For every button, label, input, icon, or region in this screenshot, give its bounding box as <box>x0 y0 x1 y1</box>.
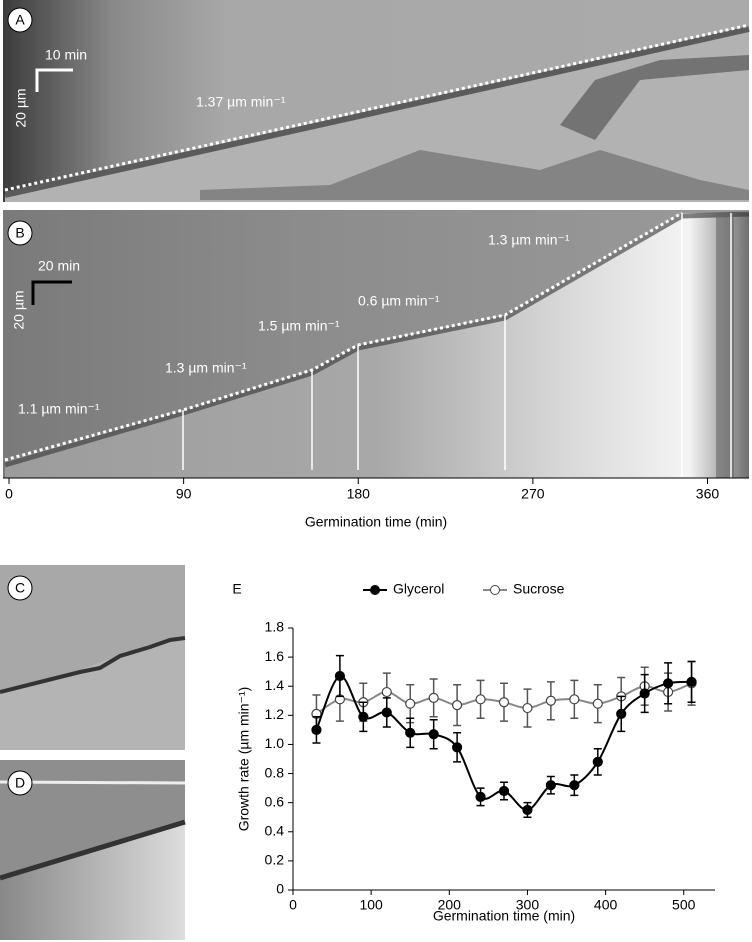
legend-marker <box>370 585 380 595</box>
scale-bar <box>31 280 72 305</box>
y-tick-label: 0.8 <box>265 764 285 780</box>
kymograph-feature <box>200 150 749 200</box>
x-tick-label: 500 <box>672 897 696 913</box>
data-point <box>358 711 369 722</box>
y-axis-label: Growth rate (µm min⁻¹) <box>236 687 252 832</box>
y-tick-label: 0.4 <box>265 822 285 838</box>
data-point <box>522 804 533 816</box>
data-point <box>592 698 603 709</box>
data-point <box>498 785 510 797</box>
cell-edge <box>0 819 186 881</box>
data-point <box>663 678 674 689</box>
rate-annotation: 1.3 µm min⁻¹ <box>488 232 570 248</box>
rate-annotation: 1.37 µm min⁻¹ <box>196 94 286 110</box>
rate-annotation: 0.6 µm min⁻¹ <box>358 293 440 309</box>
kymograph-region <box>0 820 185 940</box>
cell-edge <box>4 26 750 198</box>
y-tick-label: 1.8 <box>265 619 285 635</box>
panel-c: C <box>0 565 186 750</box>
x-axis-label: Germination time (min) <box>433 908 575 924</box>
rate-annotation: 1.3 µm min⁻¹ <box>165 360 247 376</box>
legend-marker <box>490 585 500 595</box>
panel-e: E 0 0.2 0.4 0.6 0.8 1.0 1.2 1.4 1.6 1.8 0 100 200 300… <box>232 581 715 924</box>
rate-annotation: 1.1 µm min⁻¹ <box>18 401 100 417</box>
data-point <box>545 780 556 791</box>
data-point <box>569 780 580 791</box>
data-point <box>498 697 510 708</box>
x-tick-label: 400 <box>594 897 618 913</box>
panel-label: A <box>15 12 25 28</box>
data-point <box>405 727 416 738</box>
y-tick-label: 1.6 <box>265 648 285 664</box>
x-ticks: 0 90 180 270 360 <box>5 478 719 502</box>
data-point <box>639 688 650 699</box>
x-tick-label: 90 <box>176 486 192 502</box>
panel-badge <box>7 770 33 796</box>
x-tick-label: 0 <box>289 897 297 913</box>
panel-b: B 20 min 20 µm 1.3 µm min⁻¹ 0.6 µm min⁻¹… <box>3 210 750 530</box>
legend-label: Sucrose <box>513 581 565 597</box>
x-tick-label: 200 <box>438 897 462 913</box>
data-point <box>405 698 416 709</box>
scale-length: 20 µm <box>13 88 29 127</box>
data-point <box>545 695 556 706</box>
rate-annotation: 1.5 µm min⁻¹ <box>258 318 340 334</box>
kymograph-feature <box>716 213 734 478</box>
x-tick-label: 270 <box>521 486 545 502</box>
panel-d: D <box>0 760 186 940</box>
data-point <box>334 670 345 682</box>
y-tick-label: 0.2 <box>265 852 285 868</box>
scale-bar <box>35 68 73 92</box>
fit-line <box>4 23 750 192</box>
scale-length: 20 µm <box>11 290 27 329</box>
kymograph-region <box>0 637 185 750</box>
data-point <box>311 724 322 735</box>
x-tick-label: 180 <box>347 486 371 502</box>
y-tick-label: 1.0 <box>265 735 285 751</box>
panel-label: E <box>232 581 241 597</box>
data-point <box>569 694 580 705</box>
panel-badge <box>7 575 33 601</box>
panel-label: D <box>15 775 25 791</box>
data-point <box>616 708 627 719</box>
data-point <box>475 694 486 705</box>
kymograph-feature <box>560 55 749 140</box>
segment-marks <box>182 213 732 478</box>
scale-time: 10 min <box>45 47 87 63</box>
y-tick-label: 0 <box>276 881 284 897</box>
legend-label: Glycerol <box>393 581 444 597</box>
x-axis-label: Germination time (min) <box>305 514 447 530</box>
data-point <box>381 707 392 718</box>
data-point <box>686 676 697 687</box>
data-point <box>428 729 439 740</box>
y-tick-label: 1.4 <box>265 677 285 693</box>
data-point <box>452 742 463 753</box>
data-point <box>381 686 392 698</box>
panel-a: A 10 min 20 µm 1.37 µm min⁻¹ <box>3 0 750 202</box>
x-tick-label: 100 <box>359 897 383 913</box>
x-tick-label: 360 <box>696 486 720 502</box>
panel-label: B <box>15 225 24 241</box>
scale-time: 20 min <box>38 258 80 274</box>
cell-edge <box>0 636 186 694</box>
panel-label: C <box>15 580 25 596</box>
data-point <box>452 700 463 711</box>
data-point <box>522 702 533 714</box>
x-tick-label: 300 <box>516 897 540 913</box>
x-tick-label: 0 <box>5 486 13 502</box>
data-point <box>475 791 486 802</box>
y-tick-label: 1.2 <box>265 706 285 722</box>
y-tick-label: 0.6 <box>265 793 285 809</box>
panel-badge <box>7 7 33 33</box>
data-point <box>428 692 439 703</box>
panel-badge <box>7 220 33 246</box>
data-point <box>592 756 603 768</box>
